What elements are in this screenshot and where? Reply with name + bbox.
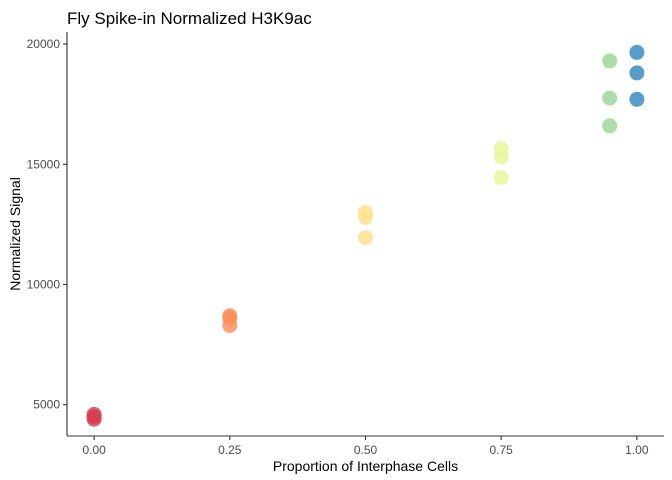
y-tick-label: 10000 [27, 278, 61, 292]
chart-title: Fly Spike-in Normalized H3K9ac [67, 9, 312, 28]
data-point-6 [358, 230, 373, 246]
y-axis-ticks: 5000 10000 15000 20000 [27, 37, 67, 412]
data-point-2 [86, 406, 102, 422]
data-point-15 [629, 91, 645, 107]
x-tick-label: 0.75 [490, 443, 514, 457]
x-tick-label: 1.00 [625, 443, 649, 457]
data-points [86, 44, 645, 427]
y-axis-label: Normalized Signal [7, 177, 23, 291]
data-point-11 [493, 141, 509, 157]
data-point-9 [493, 170, 509, 185]
data-point-5 [222, 308, 238, 324]
x-tick-label: 0.25 [218, 443, 242, 457]
data-point-17 [629, 44, 645, 60]
data-point-16 [629, 65, 645, 81]
data-point-14 [602, 53, 618, 69]
y-tick-label: 15000 [27, 157, 61, 171]
y-tick-label: 5000 [33, 398, 60, 412]
data-point-12 [602, 118, 618, 134]
data-point-13 [602, 90, 618, 106]
x-tick-label: 0.50 [354, 443, 378, 457]
y-tick-label: 20000 [27, 37, 61, 51]
data-point-8 [358, 204, 373, 220]
x-axis-ticks: 0.00 0.25 0.50 0.75 1.00 [82, 436, 649, 457]
x-tick-label: 0.00 [82, 443, 106, 457]
x-axis-label: Proportion of Interphase Cells [273, 458, 458, 474]
